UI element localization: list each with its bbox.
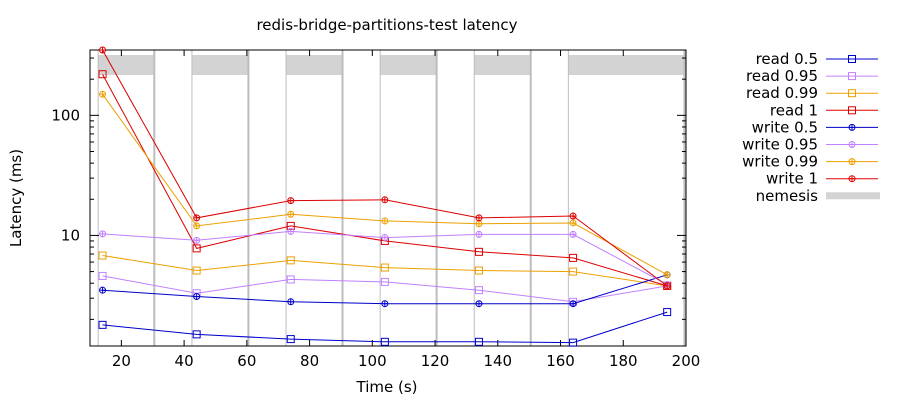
nemesis-bar-2 [191,55,249,75]
x-tick-label-200: 200 [672,352,701,370]
series-write-0-99 [99,90,671,279]
point-read-0-5-4 [380,337,389,346]
x-tick-label-160: 160 [546,352,575,370]
legend-item-write-1: write 1 [766,170,878,188]
legend-item-write-0-5: write 0.5 [752,118,878,136]
point-read-0-5-2 [192,330,201,339]
point-read-1-1 [98,70,107,79]
legend-label-write-1: write 1 [766,170,818,188]
y-tick-label-100: 100 [51,106,80,124]
series-line-read-0-95 [102,275,668,303]
point-read-0-99-6 [569,267,578,276]
legend-marker-read-1 [848,106,856,115]
point-read-0-99-3 [286,256,295,265]
series-read-1 [98,70,672,290]
legend-item-nemesis: nemesis [756,187,880,205]
point-read-0-95-5 [474,286,483,295]
point-read-0-5-1 [98,320,107,329]
point-read-0-99-1 [98,251,107,260]
series-line-write-0-99 [102,93,668,276]
x-tick-label-140: 140 [483,352,512,370]
legend-label-read-0-99: read 0.99 [746,84,818,102]
legend-label-write-0-95: write 0.95 [742,136,818,154]
legend-marker-read-0-95 [848,72,856,81]
point-read-0-99-4 [380,263,389,272]
series-line-read-0-99 [102,255,668,287]
legend-label-nemesis: nemesis [756,187,819,205]
x-tick-label-40: 40 [175,352,194,370]
x-axis-label: Time (s) [356,378,418,396]
x-tick-label-20: 20 [112,352,131,370]
legend-item-read-0-95: read 0.95 [746,67,878,85]
y-tick-label-10: 10 [61,226,80,244]
series-read-0-99 [98,251,672,290]
x-tick-label-100: 100 [358,352,387,370]
x-tick-label-120: 120 [421,352,450,370]
point-read-1-5 [474,247,483,256]
legend-item-read-1: read 1 [770,101,878,119]
legend-label-read-0-95: read 0.95 [746,67,818,85]
series-line-write-0-5 [102,274,668,305]
series-line-write-1 [102,49,668,287]
plot-border [89,49,687,347]
legend-item-read-0-5: read 0.5 [756,50,878,68]
point-read-0-99-2 [192,266,201,275]
legend-label-read-1: read 1 [770,101,818,119]
point-read-0-5-6 [569,338,578,347]
nemesis-bar-1 [98,55,155,75]
legend-marker-read-0-99 [848,89,856,98]
nemesis-bar-4 [380,55,437,75]
x-tick-label-80: 80 [300,352,319,370]
series-line-read-0-5 [102,311,668,344]
y-axis-label: Latency (ms) [7,149,25,247]
legend-item-read-0-99: read 0.99 [746,84,878,102]
legend-label-write-0-99: write 0.99 [742,153,818,171]
legend-label-read-0-5: read 0.5 [756,50,818,68]
series-write-1 [99,46,671,290]
point-read-0-5-5 [474,337,483,346]
nemesis-bar-5 [474,55,531,75]
legend-item-write-0-95: write 0.95 [742,136,878,154]
point-read-0-95-1 [98,271,107,280]
x-tick-label-60: 60 [237,352,256,370]
series-line-read-1 [102,73,668,287]
nemesis-bar-6 [568,55,685,75]
series-read-0-5 [98,308,672,347]
point-read-1-6 [569,253,578,262]
series-write-0-5 [99,271,671,308]
plot-area: 20 40 60 80 100 120 140 160 180 200 10 100 [51,46,701,370]
chart-title: redis-bridge-partitions-test latency [256,16,517,34]
point-read-0-5-7 [663,308,672,317]
nemesis-bar-3 [286,55,343,75]
legend-item-write-0-99: write 0.99 [742,153,878,171]
point-read-0-95-4 [380,277,389,286]
point-read-0-99-5 [474,266,483,275]
point-read-0-95-3 [286,275,295,284]
point-read-0-5-3 [286,335,295,344]
legend-marker-read-0-5 [848,55,856,63]
x-tick-label-180: 180 [609,352,638,370]
legend-label-write-0-5: write 0.5 [752,118,818,136]
point-read-1-2 [192,244,201,253]
